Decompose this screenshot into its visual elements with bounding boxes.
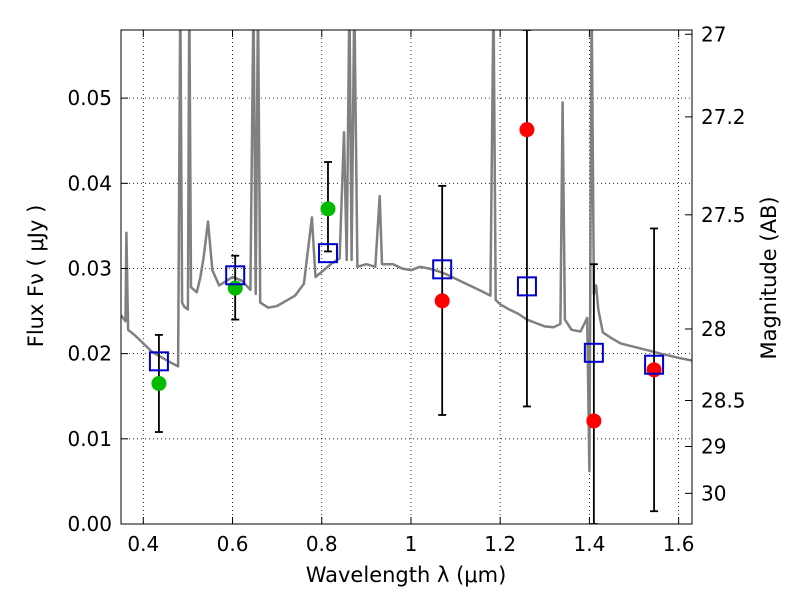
right-tick-label: 27 — [701, 22, 726, 46]
y-axis-label: Flux Fν ( μJy ) — [24, 205, 48, 348]
x-tick-label: 1 — [405, 532, 418, 556]
model-flux-square — [516, 276, 537, 297]
flux-point — [227, 280, 243, 296]
right-tick-label: 28 — [701, 317, 726, 341]
x-axis-ticks: 0.4 0.6 0.8 1 1.2 1.4 1.6 — [127, 30, 695, 556]
flux-point — [320, 201, 336, 217]
flux-point — [151, 375, 167, 391]
flux-point — [646, 362, 662, 378]
right-tick-label: 29 — [701, 434, 726, 458]
flux-point — [519, 122, 535, 138]
model-flux-square — [583, 342, 604, 363]
y-tick-label: 0.04 — [67, 171, 112, 195]
right-tick-label: 27.5 — [701, 203, 746, 227]
y-tick-label: 0.03 — [67, 256, 112, 280]
model-flux-square — [225, 265, 246, 286]
y-tick-label: 0.01 — [67, 427, 112, 451]
model-spectrum-line — [121, 30, 692, 473]
grid-lines — [121, 30, 692, 524]
right-axis-label: Magnitude (AB) — [757, 196, 781, 359]
x-tick-label: 1.4 — [573, 532, 605, 556]
x-tick-label: 0.6 — [217, 532, 249, 556]
right-tick-label: 30 — [701, 481, 726, 505]
plot-frame — [120, 29, 693, 525]
model-flux-square — [432, 259, 453, 280]
x-tick-label: 1.2 — [484, 532, 516, 556]
x-tick-label: 0.4 — [127, 532, 159, 556]
x-axis-label: Wavelength λ (μm) — [306, 563, 507, 587]
model-flux-square — [644, 354, 665, 375]
y-tick-label: 0.05 — [67, 86, 112, 110]
flux-point — [586, 413, 602, 429]
right-tick-label: 27.2 — [701, 105, 746, 129]
y-tick-label: 0.02 — [67, 342, 112, 366]
flux-point — [434, 293, 450, 309]
x-tick-label: 1.6 — [663, 532, 695, 556]
x-tick-label: 0.8 — [306, 532, 338, 556]
right-tick-label: 28.5 — [701, 389, 746, 413]
y-axis-ticks: 0.00 0.01 0.02 0.03 0.04 0.05 — [67, 86, 128, 536]
model-flux-square — [148, 351, 169, 372]
model-flux-square — [317, 243, 338, 264]
data-points — [148, 122, 665, 429]
y-tick-label: 0.00 — [67, 512, 112, 536]
right-axis-ticks: 27 27.2 27.5 28 28.5 29 30 — [685, 22, 746, 505]
model-spectrum — [121, 30, 692, 473]
